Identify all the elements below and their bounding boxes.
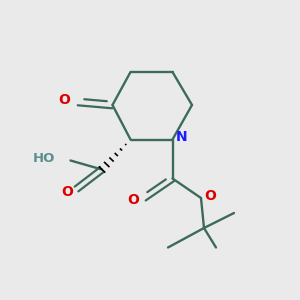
Text: O: O [204,190,216,203]
Text: N: N [176,130,188,144]
Text: HO: HO [33,152,56,166]
Text: O: O [58,94,70,107]
Text: O: O [128,194,140,207]
Text: O: O [61,185,74,199]
